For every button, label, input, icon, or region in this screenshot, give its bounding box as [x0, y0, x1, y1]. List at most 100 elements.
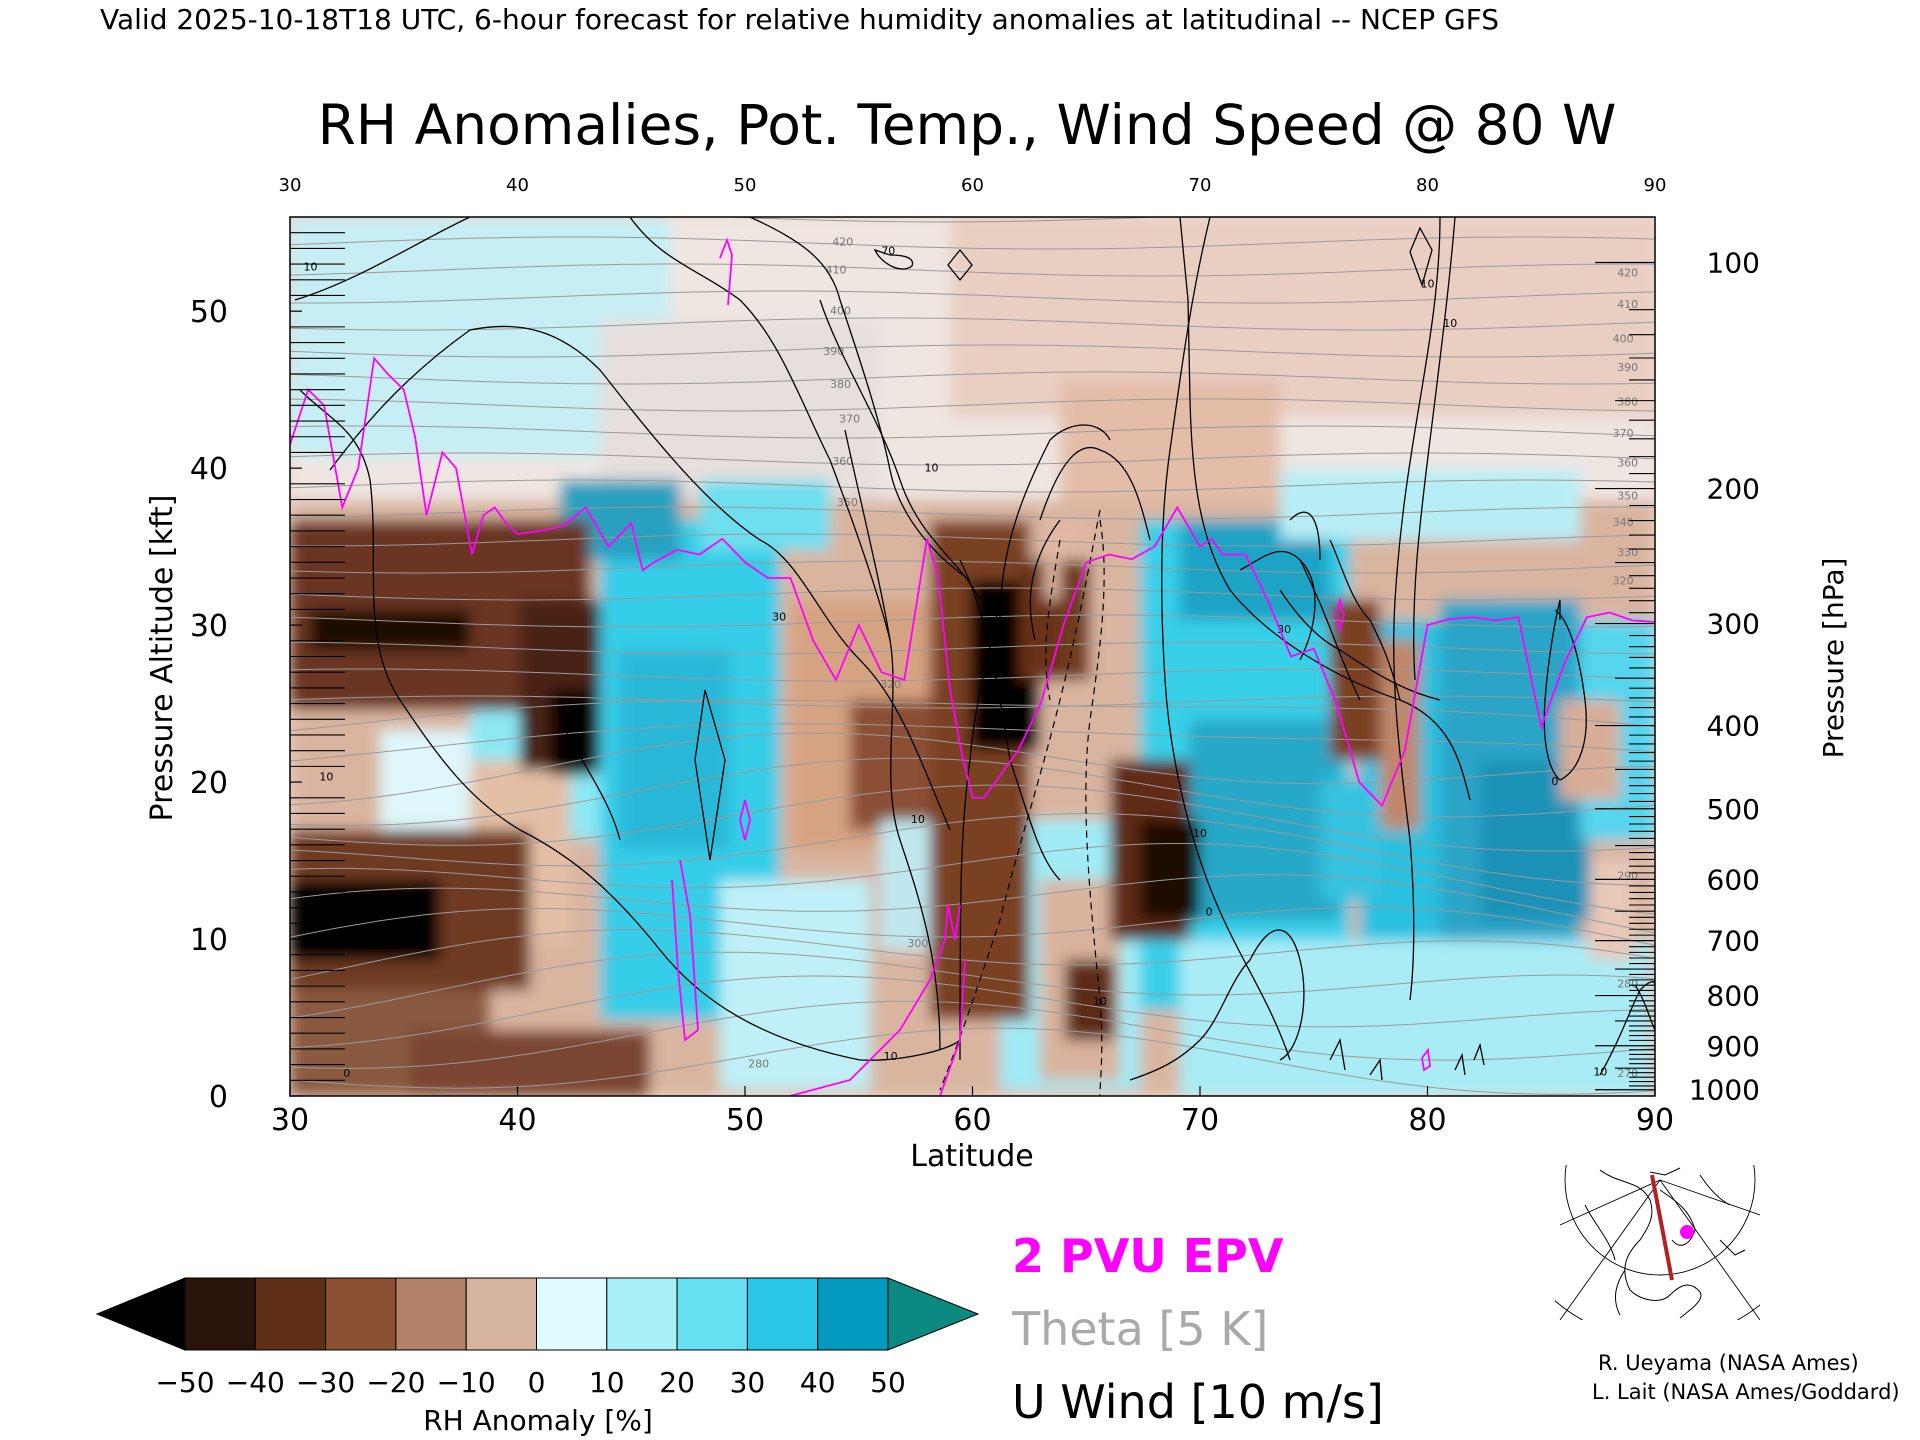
theta-label: 330	[1617, 546, 1638, 559]
colorbar-segment	[184, 1277, 256, 1351]
colorbar-tick-labels: −50 −40 −30 −20 −10 0 10 20 30 40 50	[155, 1366, 905, 1399]
credit-line-1: R. Ueyama (NASA Ames)	[1598, 1351, 1859, 1375]
theta-label: 350	[837, 496, 858, 509]
theta-contour	[290, 263, 1655, 277]
rh-colorbar	[95, 1277, 980, 1351]
y-tick-label: 0	[209, 1080, 228, 1115]
chart-title: RH Anomalies, Pot. Temp., Wind Speed @ 8…	[318, 93, 1617, 157]
y-tick-label: 50	[190, 295, 228, 330]
legend-wind: U Wind [10 m/s]	[1012, 1375, 1384, 1429]
pressure-axis-label: Pressure [hPa]	[1817, 558, 1850, 759]
colorbar-tick-label: −20	[366, 1366, 425, 1399]
theta-contour	[290, 906, 1655, 946]
theta-contour	[290, 641, 1655, 655]
theta-label: 360	[832, 455, 853, 468]
x-top-tick-label: 40	[506, 175, 529, 196]
theta-label: 280	[748, 1058, 769, 1071]
colorbar-tick-label: −30	[296, 1366, 355, 1399]
theta-contour	[290, 560, 1655, 574]
colorbar-tick-label: −40	[226, 1366, 285, 1399]
pressure-tick-label: 900	[1707, 1030, 1760, 1063]
legend-epv: 2 PVU EPV	[1012, 1229, 1284, 1283]
colorbar-tick-label: −10	[437, 1366, 496, 1399]
wind-label: 10	[925, 461, 939, 474]
theta-contour-labels: 4204104003903803703603503203002804204104…	[748, 235, 1638, 1080]
theta-contour	[290, 784, 1655, 852]
theta-contour	[290, 1000, 1655, 1069]
y-axis-ticks: 0 10 20 30 40 50	[190, 295, 302, 1115]
map-coastlines	[1584, 1167, 1746, 1319]
colorbar-segment	[395, 1277, 467, 1351]
y-tick-label: 40	[190, 452, 228, 487]
colorbar-segment	[536, 1277, 608, 1351]
wind-label: 0	[343, 1067, 350, 1080]
wind-label: 0	[1206, 905, 1213, 918]
theta-contour	[290, 951, 1655, 1019]
theta-label: 400	[830, 304, 851, 317]
pressure-tick-label: 300	[1707, 608, 1760, 641]
x-top-tick-label: 50	[734, 175, 757, 196]
theta-contour	[290, 929, 1655, 980]
plot-area: 4204104003903803703603503203002804204104…	[289, 216, 1656, 1097]
x-tick-label: 50	[726, 1103, 764, 1138]
altitude-minor-ticks	[290, 232, 345, 1081]
header-line: Valid 2025-10-18T18 UTC, 6-hour forecast…	[100, 3, 1499, 36]
theta-label: 340	[1613, 516, 1634, 529]
theta-label: 350	[1617, 490, 1638, 503]
epv-extra-segments	[671, 237, 1431, 1096]
theta-label: 410	[1617, 298, 1638, 311]
wind-label: 10	[884, 1050, 898, 1063]
y-tick-label: 10	[190, 923, 228, 958]
x-tick-label: 90	[1636, 1103, 1674, 1138]
x-top-tick-label: 90	[1644, 175, 1667, 196]
x-top-tick-label: 60	[961, 175, 984, 196]
theta-label: 290	[1617, 869, 1638, 882]
x-top-tick-label: 70	[1189, 175, 1212, 196]
x-tick-label: 80	[1408, 1103, 1446, 1138]
theta-contour	[290, 614, 1655, 628]
colorbar-label: RH Anomaly [%]	[423, 1404, 653, 1437]
theta-contour	[290, 290, 1655, 304]
wind-label: 0	[1551, 775, 1558, 788]
theta-contour	[290, 874, 1655, 934]
theta-label: 320	[880, 678, 901, 691]
pressure-minor-ticks	[1615, 309, 1655, 1087]
theta-contour	[290, 699, 1655, 732]
colorbar-segment	[465, 1277, 538, 1351]
wind-label: 70	[881, 245, 895, 258]
theta-label: 280	[1617, 978, 1638, 991]
y-axis-label: Pressure Altitude [kft]	[145, 495, 180, 822]
wind-label: 10	[1193, 827, 1207, 840]
theta-label: 390	[1617, 361, 1638, 374]
theta-label: 300	[907, 937, 928, 950]
pressure-axis-ticks: 100 200 300 400 500 600 700 800 900 1000	[1595, 247, 1760, 1107]
colorbar-tick-label: 40	[800, 1366, 836, 1399]
wind-label: 10	[303, 260, 317, 273]
wind-label: 10	[319, 771, 333, 784]
theta-contour	[290, 425, 1655, 439]
theta-contour	[290, 452, 1655, 466]
y-tick-label: 30	[190, 609, 228, 644]
theta-contour	[290, 479, 1655, 493]
colorbar-segment	[676, 1277, 748, 1351]
wind-label: 10	[1093, 995, 1107, 1008]
theta-label: 400	[1613, 333, 1634, 346]
map-polar-circle-inner	[1564, 1165, 1756, 1276]
x-top-tick-label: 30	[279, 175, 302, 196]
x-top-tick-label: 80	[1416, 175, 1439, 196]
theta-contour	[290, 812, 1655, 886]
x-axis-top-ticks: 30 40 50 60 70 80 90	[279, 175, 1667, 196]
theta-contour	[290, 668, 1655, 682]
pressure-tick-label: 200	[1707, 473, 1760, 506]
pressure-tick-label: 700	[1707, 925, 1760, 958]
x-tick-label: 70	[1181, 1103, 1219, 1138]
theta-label: 270	[1617, 1067, 1638, 1080]
theta-label: 420	[1617, 267, 1638, 280]
colorbar-segment	[325, 1277, 397, 1351]
pressure-tick-label: 400	[1707, 710, 1760, 743]
wind-label: 10	[1421, 278, 1435, 291]
theta-contour	[290, 843, 1655, 915]
pressure-tick-label: 100	[1707, 247, 1760, 280]
theta-contour	[290, 533, 1655, 547]
colorbar-tick-label: 20	[659, 1366, 695, 1399]
